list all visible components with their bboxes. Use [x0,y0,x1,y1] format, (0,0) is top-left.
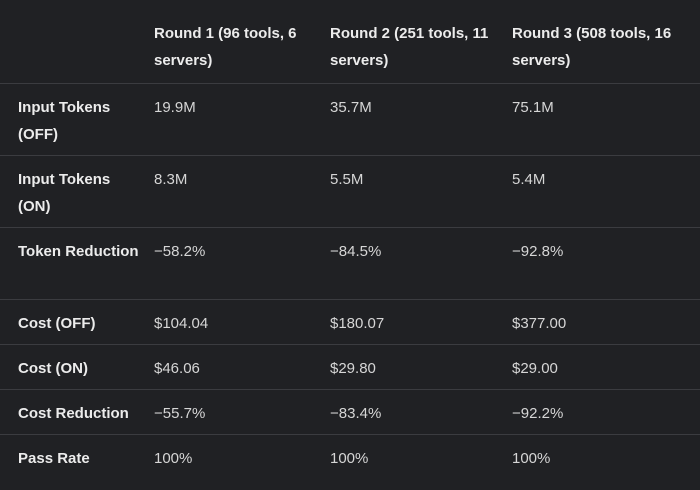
row-label: Cost (ON) [18,359,88,377]
table-body: Round 1 (96 tools, 6 servers) Round 2 (25… [0,0,700,479]
cell-value: 19.9M [154,98,196,116]
cell-value: $29.00 [512,359,558,377]
table-row: Token Reduction −58.2% −84.5% −92.8% [0,227,700,299]
cell-value: 100% [330,449,369,467]
cell-value: −84.5% [330,242,382,260]
row-label: Input Tokens (OFF) [18,98,111,143]
header-row: Round 1 (96 tools, 6 servers) Round 2 (25… [0,0,700,83]
cell-value: −83.4% [330,404,382,422]
table-row: Cost (OFF) $104.04 $180.07 $377.00 [0,299,700,344]
cell-value: $46.06 [154,359,200,377]
cell-value: $180.07 [330,314,385,332]
comparison-table: Round 1 (96 tools, 6 servers) Round 2 (25… [0,0,700,479]
cell-value: 5.4M [512,170,546,188]
cell-value: 8.3M [154,170,188,188]
row-label: Cost (OFF) [18,314,96,332]
cell-value: −55.7% [154,404,206,422]
table-row: Cost (ON) $46.06 $29.80 $29.00 [0,344,700,389]
cell-value: $29.80 [330,359,376,377]
cell-value: −92.2% [512,404,564,422]
corner-cell [0,0,154,83]
cell-value: −92.8% [512,242,564,260]
cell-value: 35.7M [330,98,372,116]
table-row: Input Tokens (OFF) 19.9M 35.7M 75.1M [0,83,700,155]
table-row: Pass Rate 100% 100% 100% [0,434,700,479]
cell-value: 75.1M [512,98,554,116]
row-label: Cost Reduction [18,404,129,422]
cell-value: −58.2% [154,242,206,260]
cell-value: $104.04 [154,314,209,332]
row-label: Token Reduction [18,242,139,260]
cell-value: 100% [512,449,551,467]
cell-value: $377.00 [512,314,567,332]
cell-value: 5.5M [330,170,364,188]
table-row: Cost Reduction −55.7% −83.4% −92.2% [0,389,700,434]
column-header: Round 1 (96 tools, 6 servers) [154,25,297,69]
row-label: Input Tokens (ON) [18,170,111,215]
column-header: Round 2 (251 tools, 11 servers) [330,25,489,69]
row-label: Pass Rate [18,449,90,467]
column-header: Round 3 (508 tools, 16 servers) [512,25,672,69]
table-row: Input Tokens (ON) 8.3M 5.5M 5.4M [0,155,700,227]
cell-value: 100% [154,449,193,467]
